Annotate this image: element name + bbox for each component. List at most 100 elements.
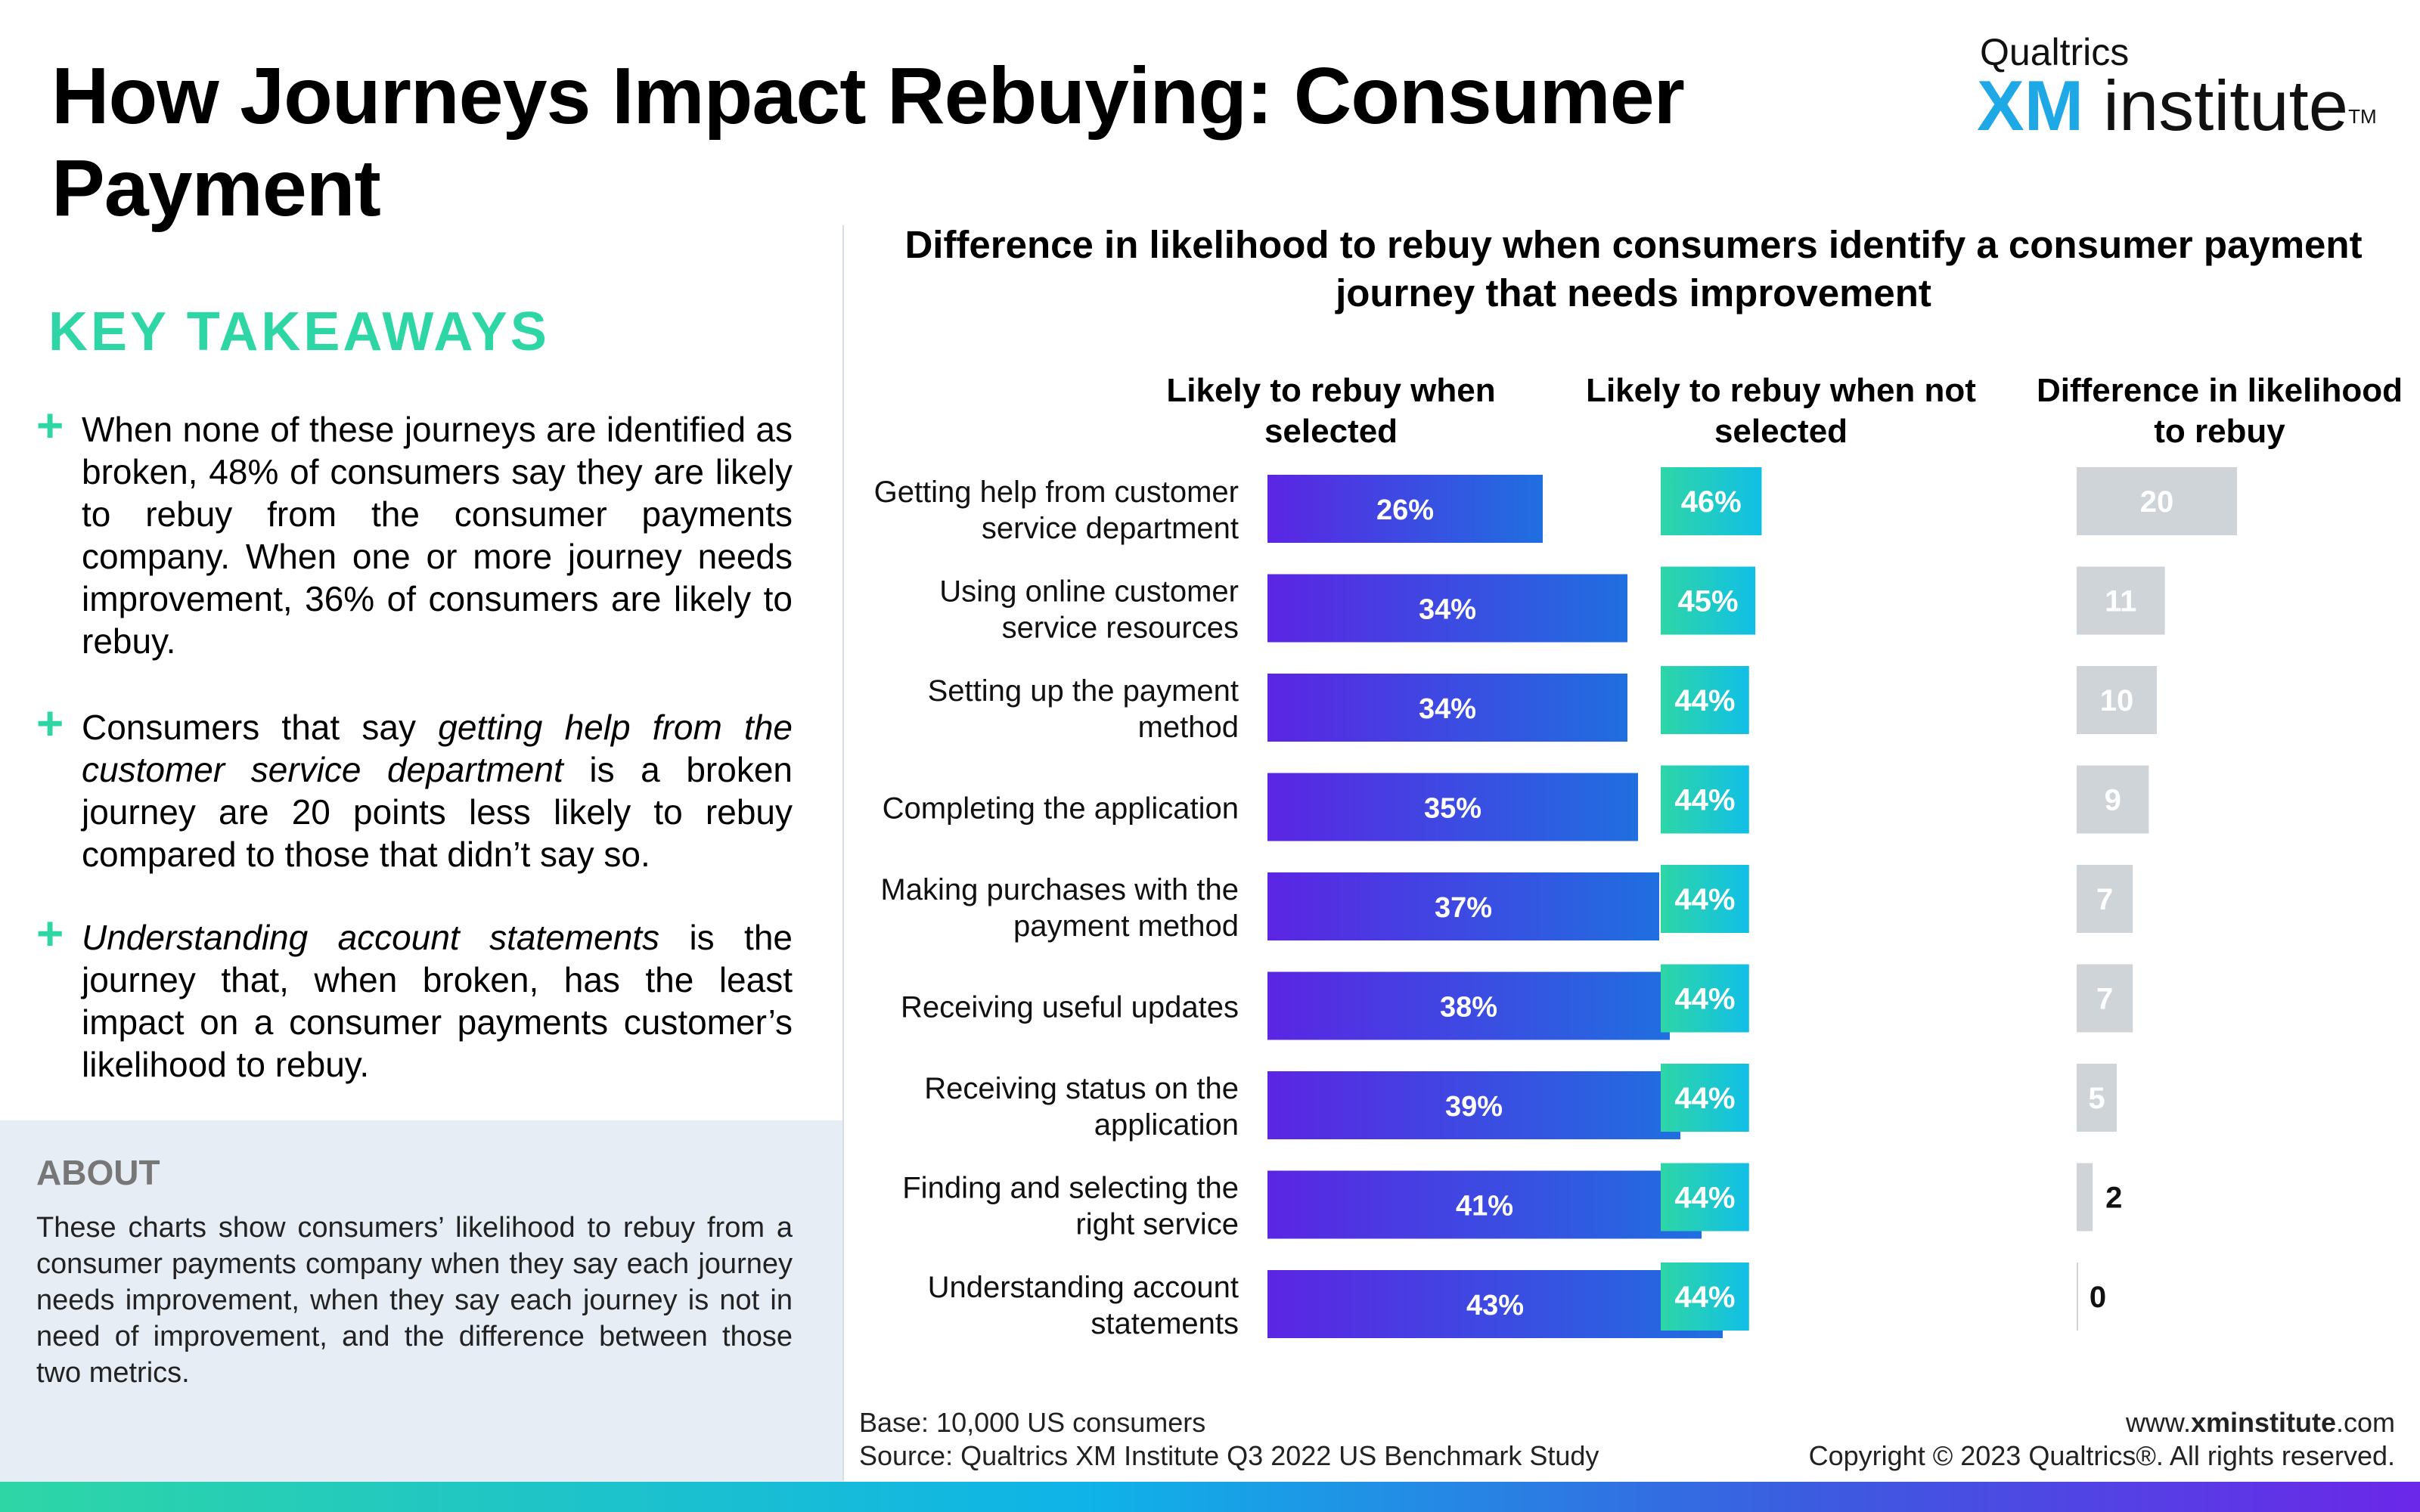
bar-selected bbox=[1267, 773, 1638, 841]
bar-not-selected-label: 44% bbox=[1674, 1182, 1735, 1215]
logo-tm: TM bbox=[2348, 105, 2377, 128]
bar-selected bbox=[1267, 1270, 1723, 1338]
bar-difference-label: 9 bbox=[2105, 784, 2121, 817]
bar-not-selected-label: 44% bbox=[1674, 1082, 1735, 1115]
about-text: These charts show consumers’ likelihood … bbox=[36, 1212, 793, 1389]
bar-not-selected-label: 44% bbox=[1674, 883, 1735, 916]
logo-institute: institute bbox=[2103, 66, 2349, 145]
bar-not-selected-label: 46% bbox=[1681, 485, 1742, 519]
chart-title: Difference in likelihood to rebuy when c… bbox=[904, 223, 2363, 314]
category-label: method bbox=[1138, 711, 1239, 744]
bar-selected-label: 43% bbox=[1466, 1290, 1524, 1321]
bar-difference-label: 7 bbox=[2096, 883, 2113, 916]
category-label: Receiving useful updates bbox=[901, 991, 1239, 1024]
page-title: How Journeys Impact Rebuying: Consumer P… bbox=[51, 51, 1685, 233]
bar-difference-label: 10 bbox=[2100, 684, 2134, 717]
bar-difference-label: 20 bbox=[2140, 485, 2174, 519]
about-panel bbox=[0, 1120, 844, 1482]
bar-selected-label: 34% bbox=[1419, 693, 1476, 725]
category-label: statements bbox=[1091, 1307, 1239, 1340]
bar-selected-label: 34% bbox=[1419, 594, 1476, 626]
takeaway-3-text: Understanding account statements is the … bbox=[82, 918, 793, 1084]
footer-source: Base: 10,000 US consumers Source: Qualtr… bbox=[859, 1406, 1599, 1473]
bar-difference bbox=[2077, 1064, 2117, 1132]
bar-difference-label: 11 bbox=[2105, 585, 2136, 618]
bar-selected-label: 37% bbox=[1435, 892, 1492, 924]
bar-not-selected bbox=[1661, 467, 1762, 535]
bar-selected-label: 26% bbox=[1376, 494, 1434, 526]
plus-icon: + bbox=[36, 908, 64, 960]
about-heading: ABOUT bbox=[36, 1153, 160, 1192]
bar-selected bbox=[1267, 674, 1627, 742]
bar-difference bbox=[2077, 1163, 2093, 1232]
category-label: Using online customer bbox=[939, 575, 1239, 609]
takeaway-2: + Consumers that say getting help from t… bbox=[36, 698, 793, 875]
bar-not-selected-label: 44% bbox=[1674, 784, 1735, 817]
bar-selected bbox=[1267, 475, 1543, 543]
xm-institute-logo: XM instituteTM bbox=[1977, 68, 2377, 144]
bar-selected bbox=[1267, 872, 1659, 940]
footer-copyright: Copyright © 2023 Qualtrics®. All rights … bbox=[1808, 1440, 2395, 1471]
takeaway-1: + When none of these journeys are identi… bbox=[36, 400, 793, 662]
vertical-divider bbox=[842, 225, 844, 1480]
category-label: application bbox=[1094, 1108, 1239, 1142]
category-label: Making purchases with the bbox=[880, 873, 1239, 906]
bar-not-selected bbox=[1661, 1064, 1749, 1132]
logo-xm: XM bbox=[1977, 66, 2083, 145]
category-label: Getting help from customer bbox=[874, 476, 1239, 509]
footer-url[interactable]: www.xminstitute.com bbox=[2125, 1407, 2395, 1438]
bar-selected-label: 39% bbox=[1445, 1091, 1503, 1123]
bar-difference-label: 7 bbox=[2096, 983, 2113, 1016]
bar-not-selected bbox=[1661, 666, 1749, 734]
category-label: service department bbox=[982, 512, 1239, 545]
bar-not-selected bbox=[1661, 1263, 1749, 1331]
plus-icon: + bbox=[36, 400, 64, 452]
bar-not-selected-label: 44% bbox=[1674, 684, 1735, 717]
bar-selected bbox=[1267, 1170, 1702, 1239]
column-header-not-selected: Likely to rebuy when not selected bbox=[1586, 372, 1976, 450]
bar-difference-label: 2 bbox=[2105, 1182, 2122, 1215]
bar-selected bbox=[1267, 574, 1627, 643]
bar-difference bbox=[2077, 964, 2133, 1033]
bar-difference-label: 5 bbox=[2088, 1082, 2105, 1115]
category-label: Understanding account bbox=[928, 1271, 1239, 1304]
takeaway-2-text: Consumers that say getting help from the… bbox=[82, 708, 793, 874]
bar-difference bbox=[2077, 1263, 2078, 1331]
bar-not-selected-label: 45% bbox=[1678, 585, 1739, 618]
bar-selected-label: 41% bbox=[1456, 1191, 1513, 1222]
bar-selected-label: 35% bbox=[1424, 793, 1481, 825]
bar-selected bbox=[1267, 971, 1670, 1040]
bar-difference bbox=[2077, 566, 2165, 635]
takeaway-1-text: When none of these journeys are identifi… bbox=[82, 410, 793, 661]
column-header-difference: Difference in likelihood to rebuy bbox=[2036, 372, 2403, 450]
bar-not-selected-label: 44% bbox=[1674, 983, 1735, 1016]
key-takeaways-heading: KEY TAKEAWAYS bbox=[48, 302, 550, 362]
bar-not-selected bbox=[1661, 1163, 1749, 1232]
category-label: Receiving status on the bbox=[924, 1072, 1239, 1105]
footer-base: Base: 10,000 US consumers bbox=[859, 1407, 1206, 1438]
column-header-selected: Likely to rebuy when selected bbox=[1166, 372, 1496, 450]
bottom-gradient-bar bbox=[0, 1482, 2420, 1512]
footer-copyright-block: www.xminstitute.com Copyright © 2023 Qua… bbox=[1664, 1406, 2395, 1473]
bar-difference bbox=[2077, 765, 2149, 834]
bar-difference-label: 0 bbox=[2090, 1281, 2106, 1314]
category-label: Completing the application bbox=[883, 792, 1239, 826]
logo-qualtrics-text: Qualtrics bbox=[1980, 31, 2130, 73]
footer-source-text: Source: Qualtrics XM Institute Q3 2022 U… bbox=[859, 1440, 1599, 1471]
plus-icon: + bbox=[36, 698, 64, 750]
bar-not-selected bbox=[1661, 964, 1749, 1033]
category-label: payment method bbox=[1013, 909, 1239, 943]
bar-not-selected bbox=[1661, 765, 1749, 834]
category-label: Setting up the payment bbox=[928, 674, 1239, 708]
takeaway-3: + Understanding account statements is th… bbox=[36, 908, 793, 1086]
category-label: Finding and selecting the bbox=[902, 1172, 1239, 1205]
category-label: service resources bbox=[1002, 612, 1239, 645]
bar-not-selected bbox=[1661, 865, 1749, 933]
bar-difference bbox=[2077, 467, 2237, 535]
bar-difference bbox=[2077, 865, 2133, 933]
bar-selected bbox=[1267, 1071, 1680, 1139]
category-label: right service bbox=[1075, 1208, 1239, 1241]
bar-not-selected bbox=[1661, 566, 1756, 635]
bar-not-selected-label: 44% bbox=[1674, 1281, 1735, 1314]
